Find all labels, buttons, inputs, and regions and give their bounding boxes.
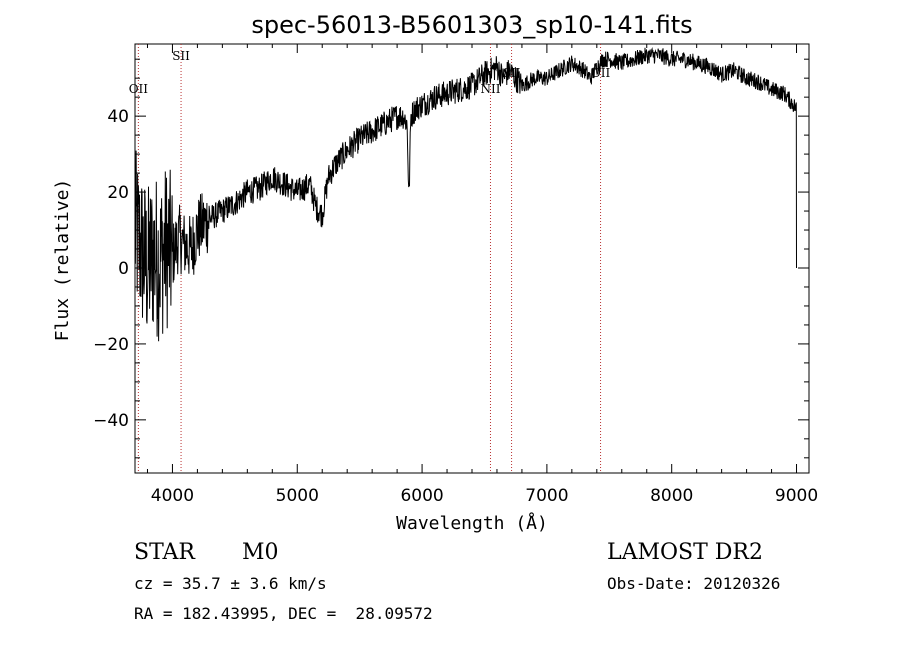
y-axis-label: Flux (relative) (52, 179, 73, 342)
y-tick-label: −40 (93, 411, 129, 431)
obs-date: Obs-Date: 20120326 (607, 574, 781, 593)
x-tick-label: 7000 (525, 486, 568, 506)
axis-ticks (135, 44, 809, 473)
line-label-nii: NII (480, 82, 500, 96)
x-tick-label: 6000 (400, 486, 443, 506)
redshift-text: cz = 35.7 ± 3.6 km/s (134, 574, 327, 593)
y-tick-label: 20 (107, 183, 129, 203)
x-axis-label: Wavelength (Å) (396, 512, 548, 534)
x-tick-label: 8000 (650, 486, 693, 506)
x-tick-label: 9000 (775, 486, 818, 506)
flux-series-line (134, 46, 797, 342)
x-tick-label: 5000 (276, 486, 319, 506)
x-tick-label: 4000 (151, 486, 194, 506)
y-tick-label: −20 (93, 335, 129, 355)
line-label-sii: SII (172, 49, 190, 63)
object-class: STAR (134, 540, 195, 565)
line-label-oii: OII (129, 82, 149, 96)
object-subclass: M0 (242, 540, 279, 565)
survey-label: LAMOST DR2 (607, 540, 763, 565)
axis-tick-labels: 4000 5000 6000 7000 8000 9000 −40 −20 0 20 40 (93, 107, 818, 506)
y-tick-label: 0 (118, 259, 129, 279)
plot-frame (134, 43, 810, 474)
chart-title: spec-56013-B5601303_sp10-141.fits (251, 11, 692, 39)
y-tick-label: 40 (107, 107, 129, 127)
coordinates-text: RA = 182.43995, DEC = 28.09572 (134, 604, 433, 623)
